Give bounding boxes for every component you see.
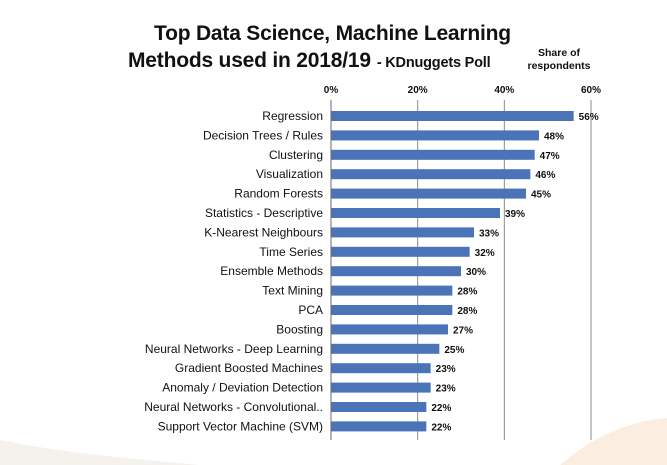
bar xyxy=(331,111,574,121)
category-label: Visualization xyxy=(256,167,323,181)
category-label: Text Mining xyxy=(262,284,323,298)
bar xyxy=(331,343,440,354)
bar xyxy=(331,382,431,393)
value-axis-title-line-2: respondents xyxy=(527,60,591,72)
bar xyxy=(331,227,474,238)
value-label: 22% xyxy=(431,422,451,433)
value-label: 48% xyxy=(544,131,564,142)
category-label: Time Series xyxy=(259,245,323,259)
bar xyxy=(331,305,453,315)
value-label: 28% xyxy=(457,287,477,298)
chart-title-source: - KDnuggets Poll xyxy=(376,55,491,71)
value-label: 39% xyxy=(505,209,525,220)
value-label: 32% xyxy=(475,248,495,259)
bar xyxy=(331,188,526,199)
value-labels: 56% 48% 47% 46% 45% 39% 33% 32% 30% 28% 28% 27% 25% 2… xyxy=(431,112,598,433)
value-label: 27% xyxy=(453,325,473,336)
value-label: 56% xyxy=(579,112,599,123)
value-label: 45% xyxy=(531,190,551,201)
bar xyxy=(331,421,427,432)
category-label: K-Nearest Neighbours xyxy=(204,225,323,239)
value-label: 25% xyxy=(444,345,464,356)
value-label: 23% xyxy=(436,384,456,395)
value-label: 33% xyxy=(479,228,499,239)
value-axis-title-line-1: Share of xyxy=(537,47,580,59)
bar xyxy=(331,402,427,412)
bar xyxy=(331,285,453,296)
value-label: 28% xyxy=(457,306,477,317)
x-tick-label: 60% xyxy=(581,85,601,96)
bar xyxy=(331,324,448,335)
category-label: Clustering xyxy=(269,148,323,162)
value-axis-title: Share of respondents xyxy=(520,47,598,73)
category-label: Gradient Boosted Machines xyxy=(175,361,323,375)
bar xyxy=(331,266,461,277)
bar xyxy=(331,363,431,374)
category-label: Statistics - Descriptive xyxy=(205,206,323,220)
bar xyxy=(331,130,539,141)
value-label: 22% xyxy=(431,403,451,414)
value-label: 46% xyxy=(535,170,555,181)
x-tick-label: 40% xyxy=(494,85,514,96)
bar xyxy=(331,246,470,257)
x-tick-label: 0% xyxy=(324,85,339,96)
category-label: Support Vector Machine (SVM) xyxy=(158,419,323,433)
category-label: Ensemble Methods xyxy=(220,264,323,278)
category-label: Neural Networks - Deep Learning xyxy=(145,342,323,356)
category-labels: Regression Decision Trees / Rules Clusteri… xyxy=(144,109,323,433)
category-label: Anomaly / Deviation Detection xyxy=(162,381,323,395)
bars xyxy=(331,111,574,432)
category-label: Decision Trees / Rules xyxy=(203,128,323,142)
value-label: 23% xyxy=(436,364,456,375)
chart-title-line-1: Top Data Science, Machine Learning xyxy=(154,22,511,45)
category-label: Random Forests xyxy=(234,187,323,201)
x-tick-label: 20% xyxy=(408,85,428,96)
bar xyxy=(331,149,535,160)
value-label: 30% xyxy=(466,267,486,278)
bar xyxy=(331,208,500,218)
bar xyxy=(331,169,531,180)
category-label: PCA xyxy=(298,303,323,317)
value-label: 47% xyxy=(540,151,560,162)
category-label: Neural Networks - Convolutional.. xyxy=(144,400,323,414)
x-axis-ticks: 0% 20% 40% 60% xyxy=(324,85,601,96)
chart-title-line-2: Methods used in 2018/19 - KDnuggets Poll xyxy=(128,49,491,73)
chart-title-main: Methods used in 2018/19 xyxy=(128,49,371,72)
category-label: Regression xyxy=(262,109,323,123)
category-label: Boosting xyxy=(276,322,323,336)
